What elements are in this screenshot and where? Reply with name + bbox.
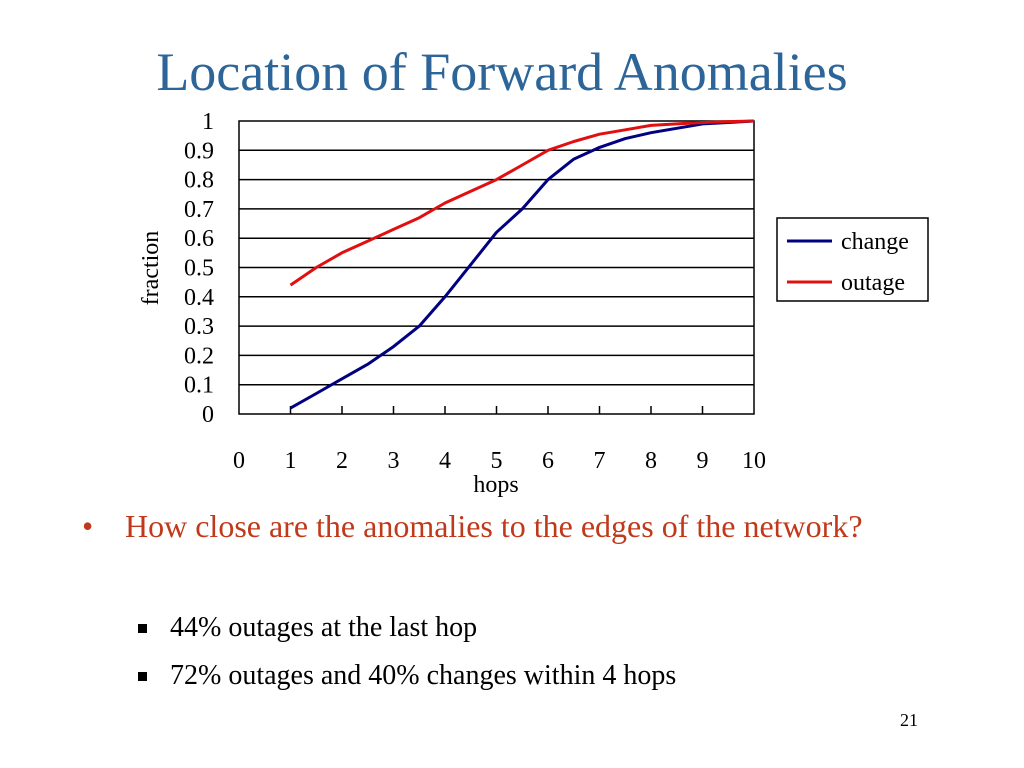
sub-bullet-square (138, 624, 147, 633)
series-line-outage (289, 119, 755, 287)
chart-series (289, 119, 755, 410)
x-tick-label: 1 (285, 448, 297, 474)
x-tick-label: 4 (439, 448, 451, 474)
chart-legend: change outage (776, 217, 929, 302)
y-tick-label: 0.8 (184, 168, 214, 194)
y-tick-label: 1 (202, 109, 214, 135)
y-tick-label: 0.6 (184, 226, 214, 252)
y-tick-label: 0.4 (184, 285, 214, 311)
x-tick-label: 7 (594, 448, 606, 474)
chart-gridlines (239, 149, 754, 386)
y-tick-label: 0 (202, 402, 214, 428)
x-axis-title: hops (473, 472, 518, 498)
x-axis-tick-labels: 0 1 2 3 4 5 6 7 8 9 10 (233, 448, 766, 474)
series-line-change (289, 119, 755, 410)
sub-bullet-text: 44% outages at the last hop (170, 612, 478, 643)
y-tick-label: 0.5 (184, 256, 214, 282)
x-tick-label: 10 (742, 448, 766, 474)
bullet-dot: • (82, 508, 94, 544)
y-tick-label: 0.1 (184, 373, 214, 399)
x-tick-label: 9 (697, 448, 709, 474)
slide-title: Location of Forward Anomalies (156, 42, 848, 102)
x-tick-label: 5 (491, 448, 503, 474)
y-tick-label: 0.2 (184, 343, 214, 369)
x-tick-label: 0 (233, 448, 245, 474)
legend-label-outage: outage (841, 270, 905, 296)
sub-bullet-text: 72% outages and 40% changes within 4 hop… (170, 660, 677, 691)
y-tick-label: 0.7 (184, 197, 214, 223)
legend-label-change: change (841, 229, 909, 255)
y-tick-label: 0.3 (184, 314, 214, 340)
sub-bullet-square (138, 672, 147, 681)
x-tick-label: 2 (336, 448, 348, 474)
x-tick-label: 6 (542, 448, 554, 474)
legend-box (776, 217, 929, 302)
x-tick-label: 8 (645, 448, 657, 474)
x-tick-label: 3 (388, 448, 400, 474)
y-tick-label: 0.9 (184, 138, 214, 164)
y-axis-tick-labels: 0 0.1 0.2 0.3 0.4 0.5 0.6 0.7 0.8 0.9 1 (184, 109, 214, 428)
page-number: 21 (900, 710, 918, 730)
x-axis-tick-marks (289, 406, 704, 414)
y-axis-title: fraction (138, 231, 164, 306)
bullet-main-text: How close are the anomalies to the edges… (125, 508, 863, 544)
